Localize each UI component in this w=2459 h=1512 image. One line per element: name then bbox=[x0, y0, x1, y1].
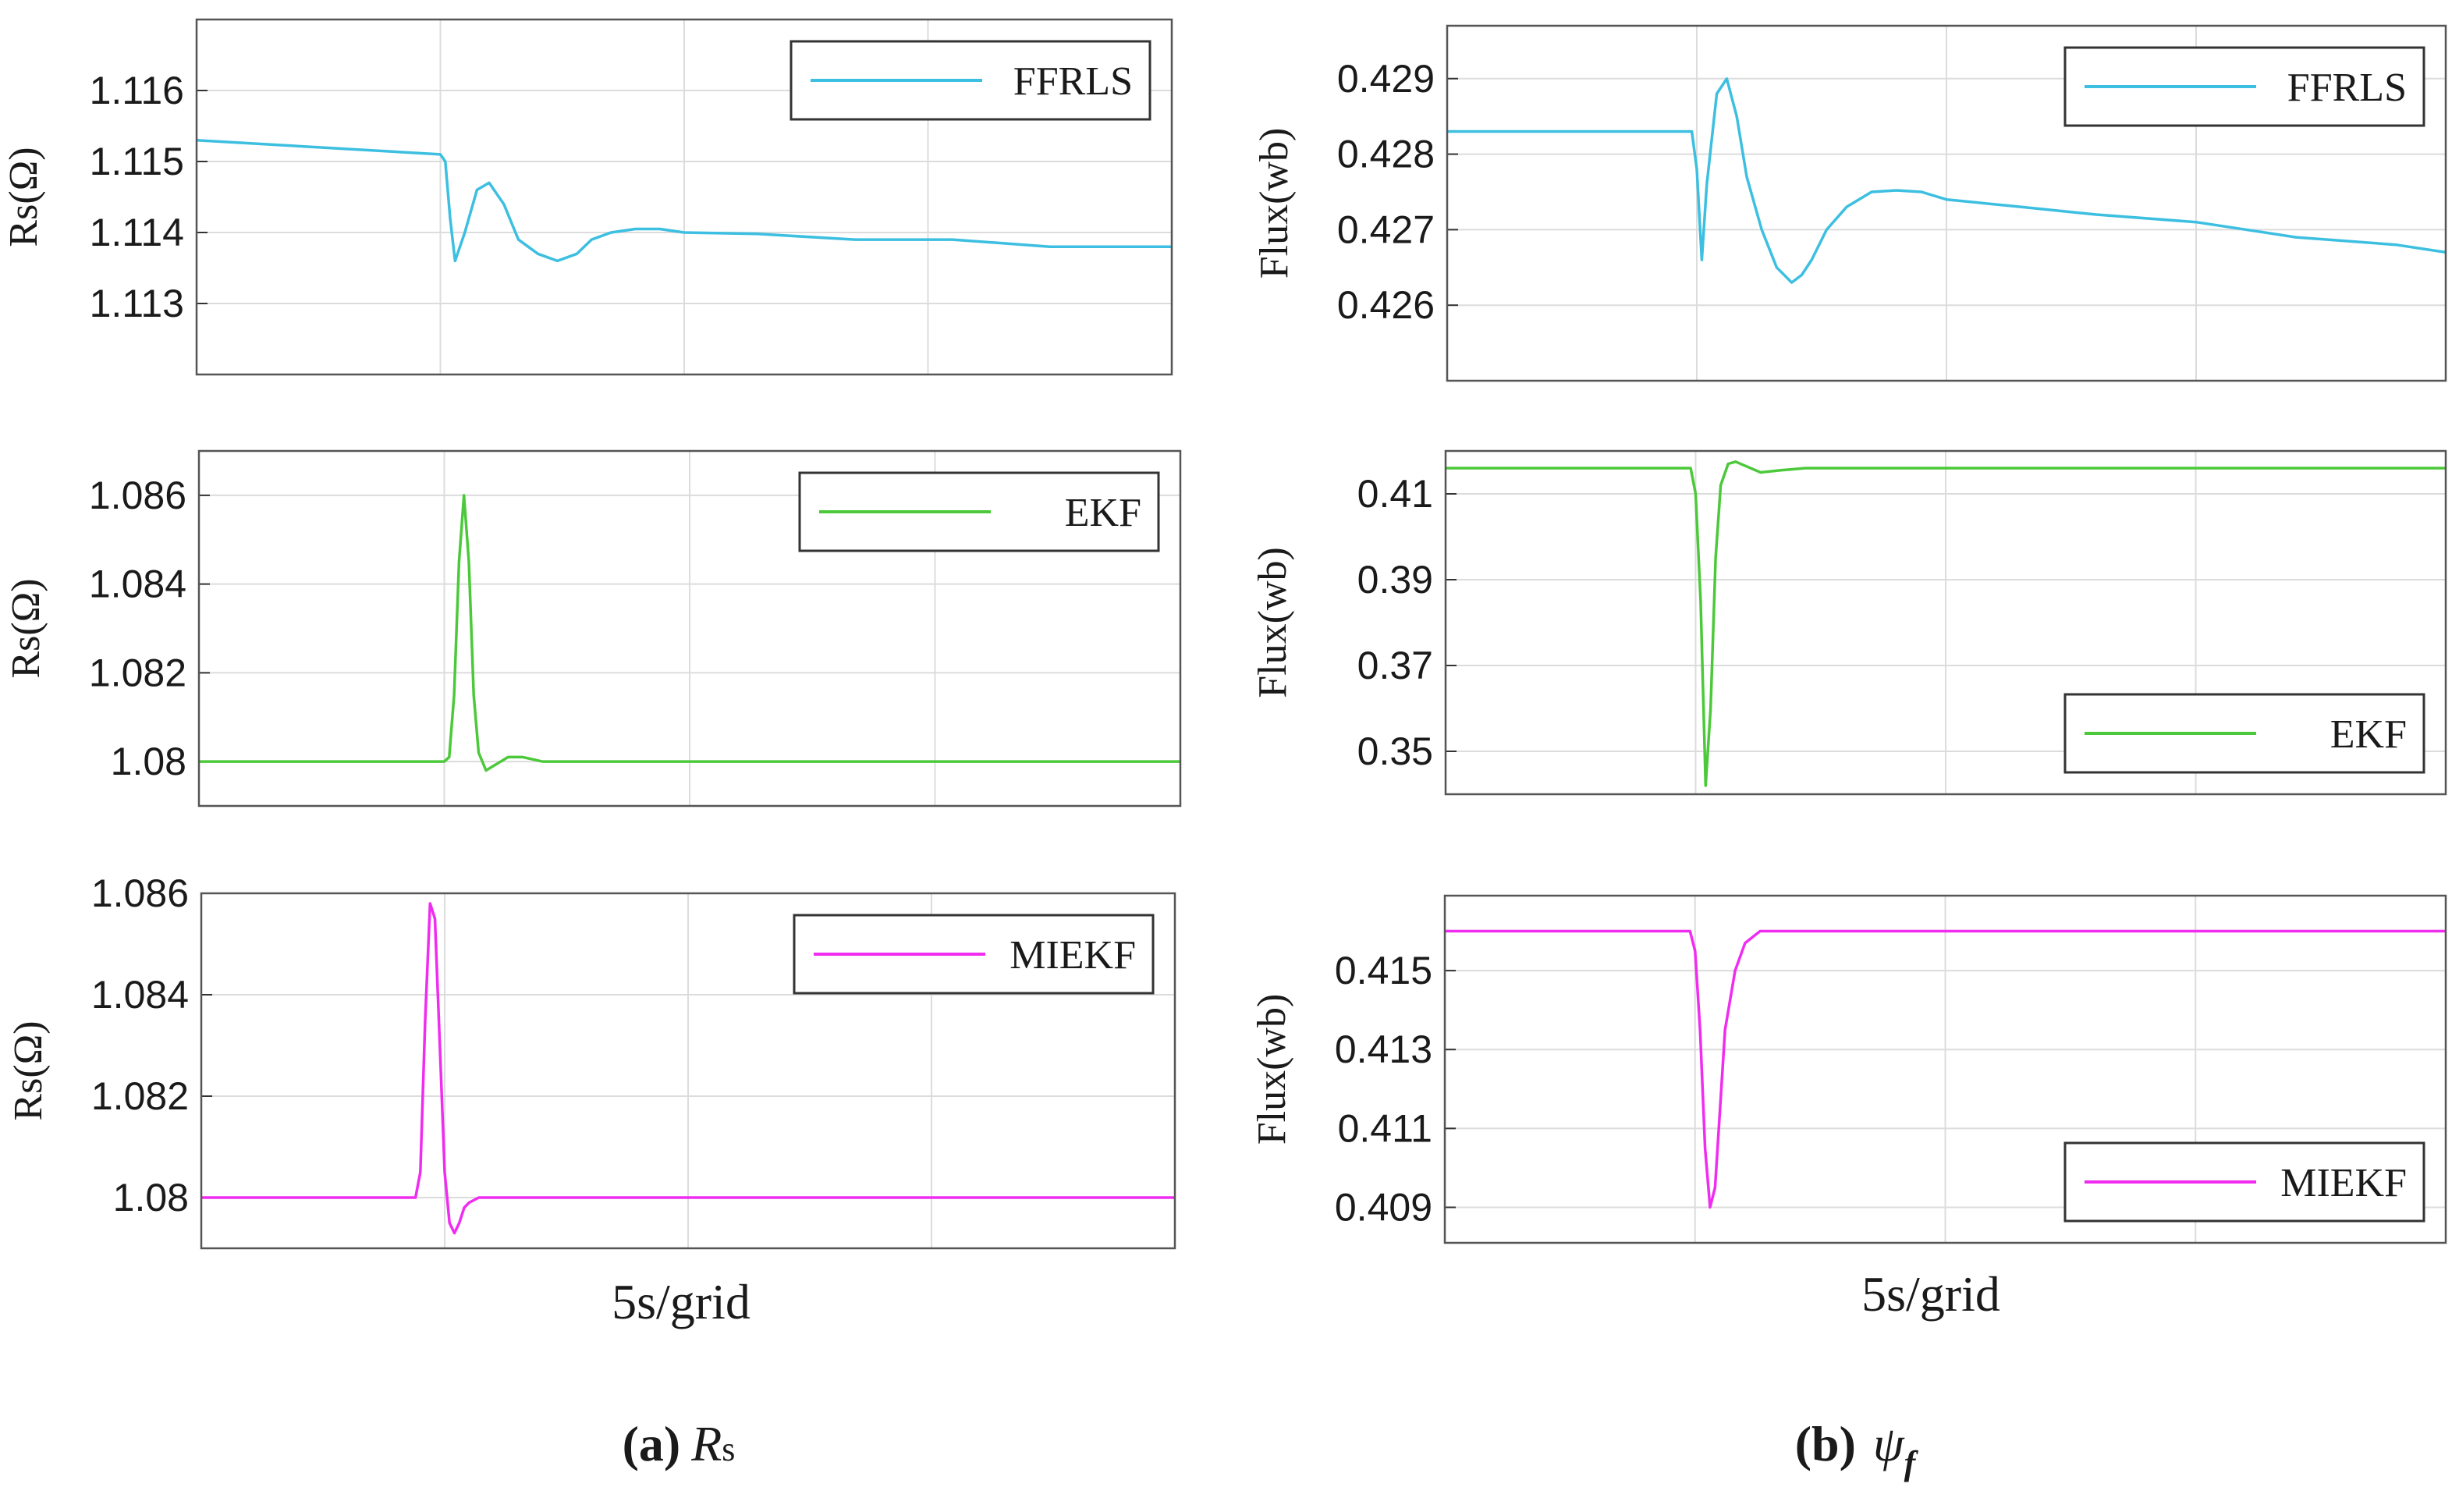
plot-frame bbox=[1443, 894, 2447, 1244]
caption-a-symbol: R bbox=[690, 1416, 722, 1471]
caption-b: (b) ψf bbox=[1795, 1416, 1919, 1482]
legend-rs_ffrls: FFRLS bbox=[790, 40, 1151, 121]
y-tick-label: 0.415 bbox=[1335, 949, 1432, 992]
series-line-ekf bbox=[1446, 460, 2446, 787]
x-axis-label-right: 5s/grid bbox=[1861, 1266, 2000, 1322]
y-tick-label: 1.08 bbox=[111, 740, 186, 783]
legend-label: FFRLS bbox=[2287, 66, 2407, 110]
legend-label: EKF bbox=[1065, 491, 1141, 535]
plot-frame bbox=[200, 892, 1176, 1250]
legend-rs_ekf: EKF bbox=[798, 471, 1160, 552]
y-tick-label: 1.082 bbox=[91, 1074, 189, 1118]
panel-flux_ffrls: 0.426 0.427 0.428 0.429 Flux(wb) FFRLS bbox=[1252, 24, 2447, 382]
panel-rs_miekf: 1.08 1.082 1.084 1.086 Rs(Ω) MIEKF bbox=[6, 871, 1176, 1250]
panel-flux_ekf: 0.35 0.37 0.39 0.41 Flux(wb) EKF bbox=[1251, 449, 2447, 796]
legend-rs_miekf: MIEKF bbox=[793, 914, 1155, 995]
chart-panels: 1.1131.1141.1151.116Rs(Ω)FFRLS1.081.0821… bbox=[2, 18, 2447, 1250]
x-axis-label-left: 5s/grid bbox=[612, 1274, 750, 1329]
legend-label: EKF bbox=[2330, 712, 2407, 757]
caption-b-label: (b) bbox=[1795, 1416, 1856, 1471]
caption-a-sub: s bbox=[722, 1430, 735, 1468]
panel-flux_miekf: 0.409 0.411 0.413 0.415 Flux(wb) MIEKF bbox=[1250, 894, 2447, 1244]
y-tick-label: 1.086 bbox=[89, 474, 186, 517]
y-tick-label: 0.39 bbox=[1357, 558, 1433, 602]
y-tick-label: 1.084 bbox=[91, 973, 189, 1017]
caption-b-symbol: ψ bbox=[1873, 1416, 1905, 1471]
legend-flux_miekf: MIEKF bbox=[2063, 1141, 2425, 1223]
y-axis-label: Rs(Ω) bbox=[2, 147, 46, 247]
y-tick-label: 1.086 bbox=[91, 871, 189, 915]
y-tick-label: 1.082 bbox=[89, 651, 186, 694]
y-tick-label: 1.115 bbox=[90, 140, 184, 183]
y-tick-label: 0.41 bbox=[1357, 472, 1433, 516]
y-axis-label: Flux(wb) bbox=[1252, 128, 1297, 279]
plot-frame bbox=[195, 18, 1173, 376]
y-tick-label: 1.084 bbox=[89, 563, 186, 606]
y-tick-label: 0.427 bbox=[1337, 208, 1435, 251]
legend-label: MIEKF bbox=[1010, 933, 1136, 978]
caption-b-sub: f bbox=[1904, 1444, 1919, 1482]
legend-label: MIEKF bbox=[2280, 1161, 2407, 1205]
y-tick-label: 0.428 bbox=[1337, 133, 1435, 176]
plot-frame bbox=[197, 449, 1182, 807]
series-line-miekf bbox=[1445, 929, 2446, 1209]
y-axis-label: Flux(wb) bbox=[1251, 547, 1295, 698]
legend-flux_ekf: EKF bbox=[2063, 693, 2425, 774]
y-tick-label: 0.37 bbox=[1357, 644, 1433, 687]
series-line-ffrls bbox=[196, 138, 1172, 263]
y-tick-label: 0.426 bbox=[1337, 283, 1435, 327]
y-tick-label: 0.411 bbox=[1338, 1106, 1432, 1150]
series-line-ffrls bbox=[1447, 77, 2447, 284]
series-line-miekf bbox=[201, 902, 1175, 1235]
legend-flux_ffrls: FFRLS bbox=[2063, 46, 2425, 127]
panel-rs_ffrls: 1.113 1.114 1.115 1.116 Rs(Ω) FFRLS bbox=[2, 18, 1173, 376]
caption-a: (a) Rs bbox=[623, 1416, 736, 1471]
caption-a-label: (a) bbox=[623, 1416, 681, 1471]
y-tick-label: 1.08 bbox=[113, 1176, 189, 1219]
y-tick-label: 0.429 bbox=[1337, 57, 1435, 101]
y-tick-label: 0.413 bbox=[1335, 1028, 1432, 1071]
y-axis-label: Rs(Ω) bbox=[4, 578, 48, 678]
y-tick-label: 0.35 bbox=[1357, 729, 1433, 773]
panel-rs_ekf: 1.08 1.082 1.084 1.086 Rs(Ω) EKF bbox=[4, 449, 1182, 807]
series-line-ekf bbox=[199, 494, 1180, 772]
y-tick-label: 1.113 bbox=[90, 282, 184, 325]
plot-frame bbox=[1444, 449, 2447, 796]
plot-frame bbox=[1446, 24, 2447, 382]
legend-label: FFRLS bbox=[1013, 59, 1133, 104]
y-tick-label: 0.409 bbox=[1335, 1185, 1432, 1229]
y-tick-label: 1.116 bbox=[90, 69, 184, 112]
y-tick-label: 1.114 bbox=[90, 211, 184, 254]
y-axis-label: Rs(Ω) bbox=[6, 1020, 51, 1120]
y-axis-label: Flux(wb) bbox=[1250, 994, 1294, 1145]
